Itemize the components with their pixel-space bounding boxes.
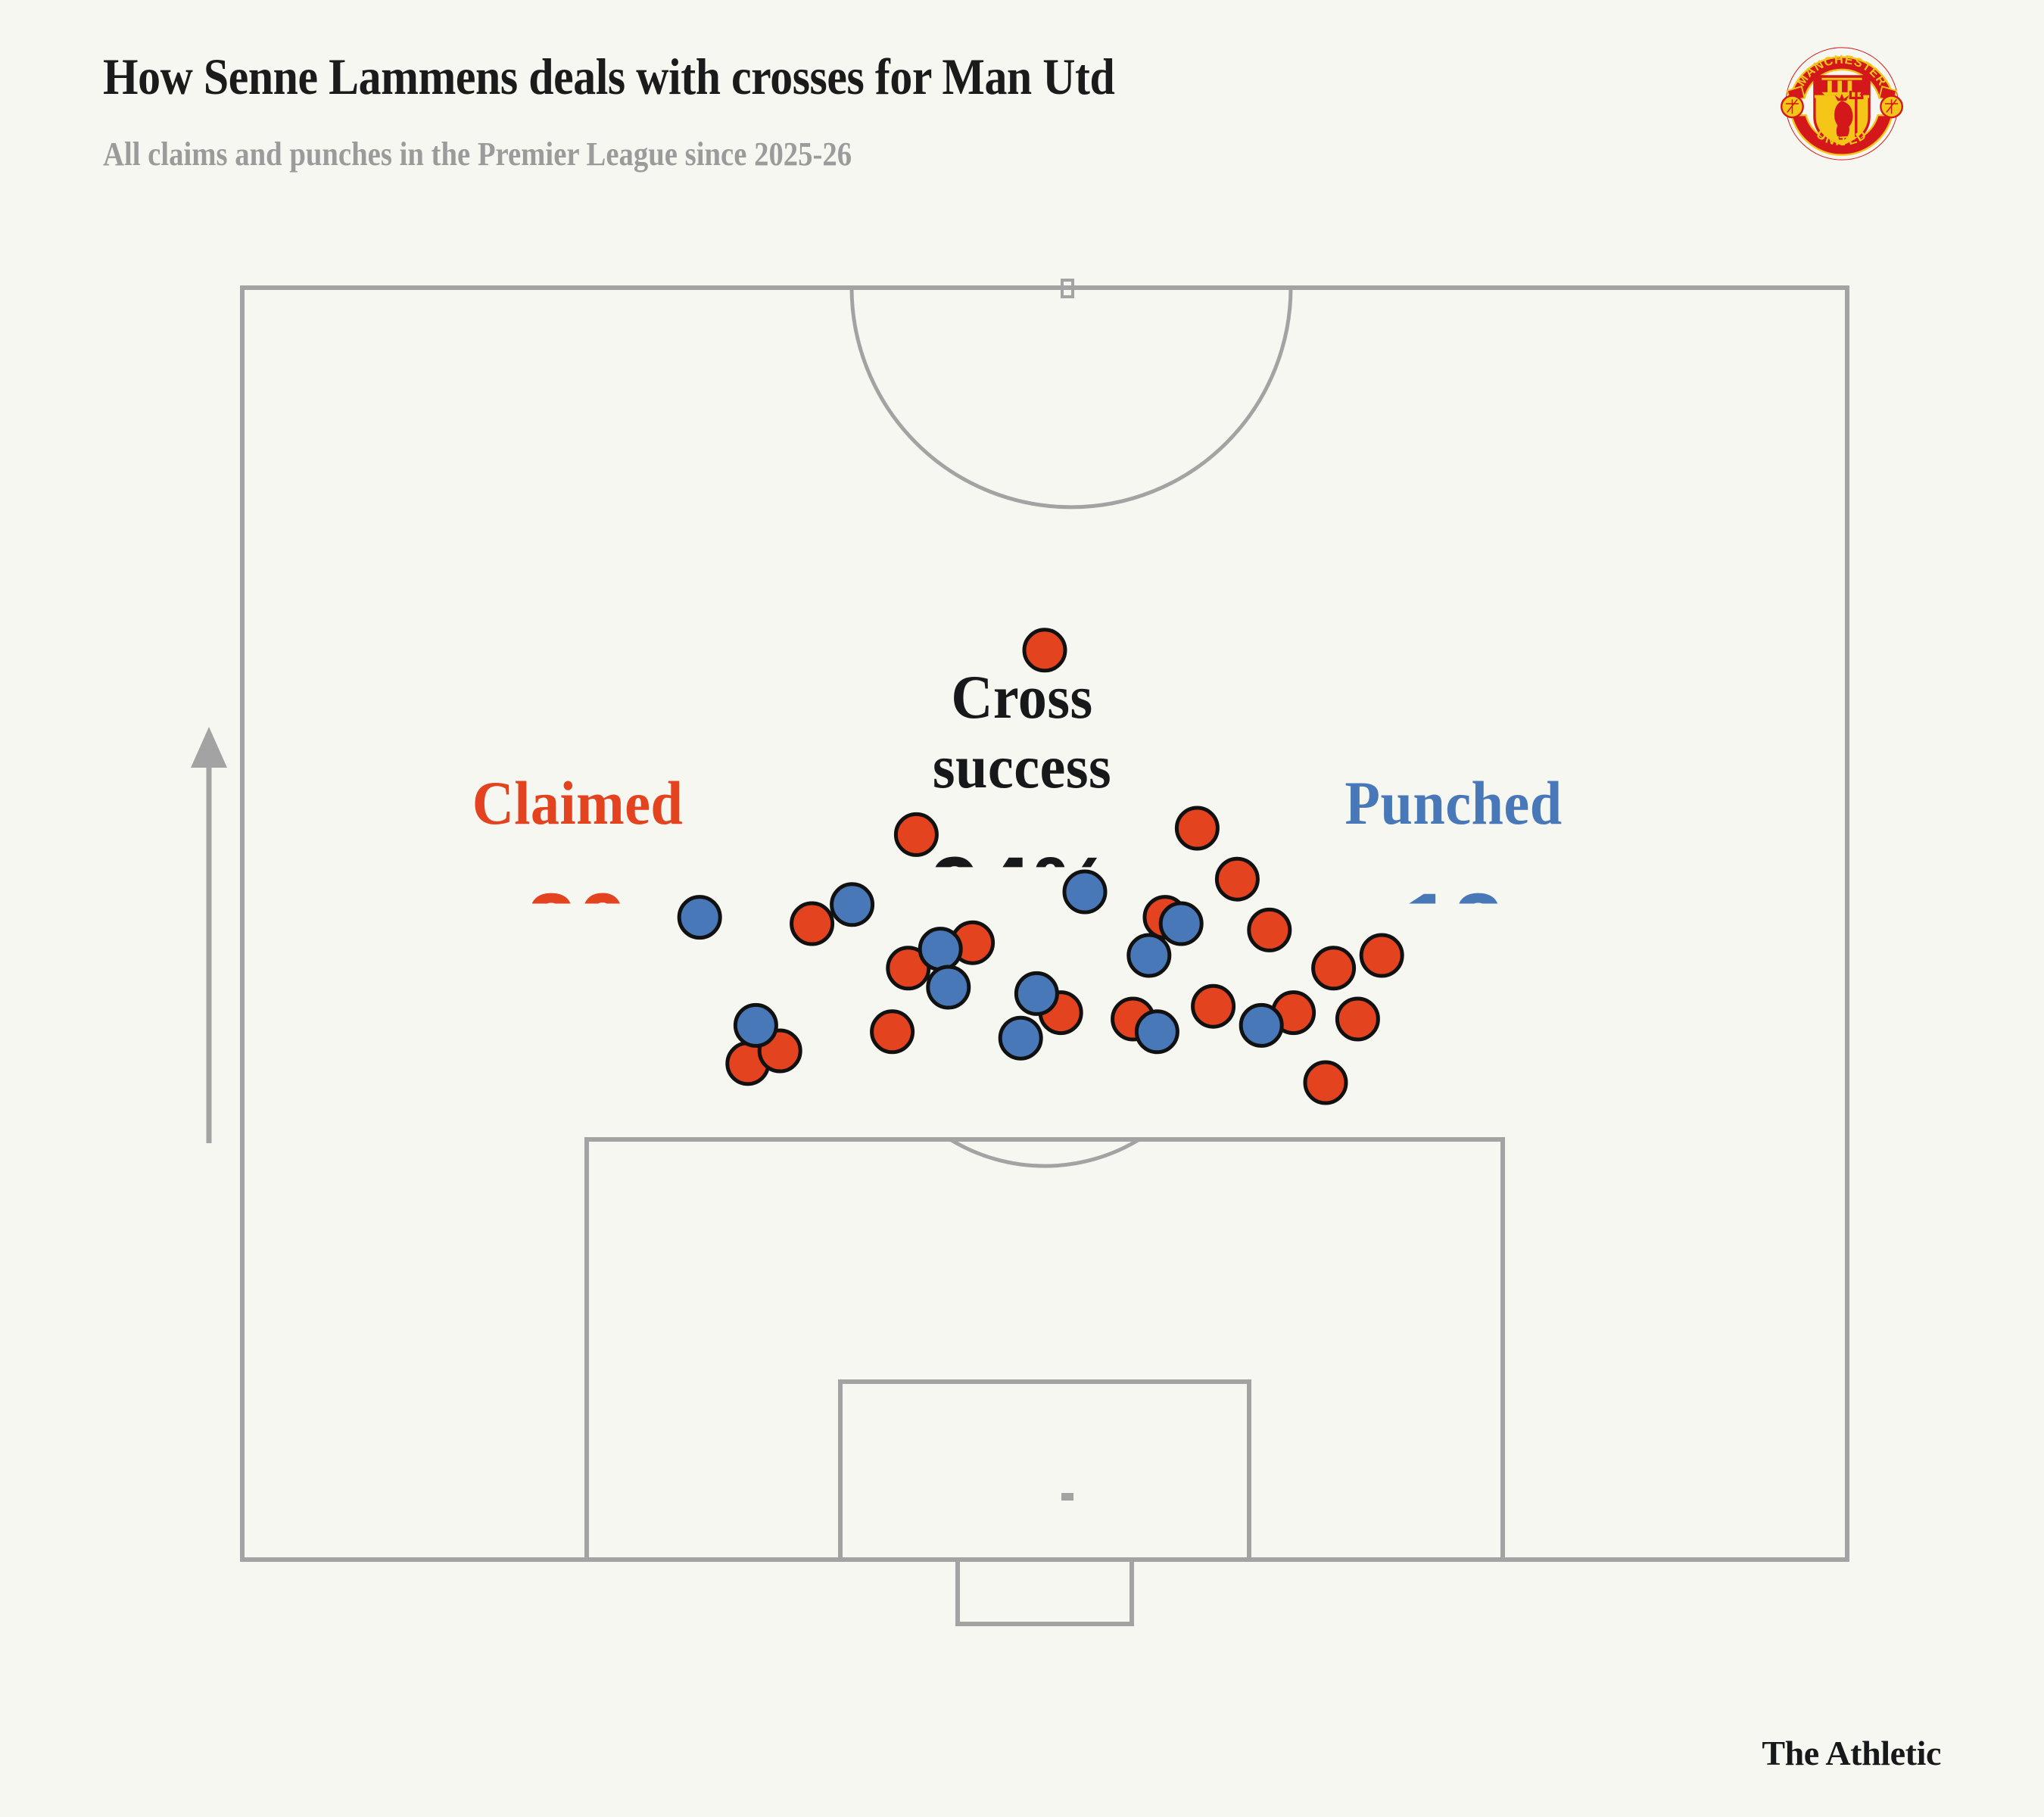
scatter-dot-punched bbox=[733, 1002, 778, 1048]
scatter-dot-claimed bbox=[870, 1009, 915, 1055]
pitch-scatter-plot bbox=[0, 227, 2044, 1666]
direction-of-play-arrow-icon bbox=[191, 727, 227, 1143]
scatter-dot-punched bbox=[677, 895, 722, 940]
scatter-dot-claimed bbox=[1174, 806, 1220, 851]
scatter-dot-punched bbox=[1126, 933, 1172, 978]
header: How Senne Lammens deals with crosses for… bbox=[0, 0, 2044, 212]
scatter-dot-punched bbox=[830, 882, 875, 927]
centre-spot bbox=[1061, 279, 1074, 298]
scatter-dot-claimed bbox=[1214, 856, 1260, 902]
scatter-dot-claimed bbox=[893, 812, 939, 857]
page-title: How Senne Lammens deals with crosses for… bbox=[103, 48, 1115, 105]
scatter-dot-claimed bbox=[1022, 628, 1067, 673]
scatter-dot-claimed bbox=[1335, 996, 1380, 1042]
scatter-dot-claimed bbox=[1311, 946, 1357, 991]
scatter-dot-punched bbox=[926, 965, 971, 1010]
scatter-dot-layer bbox=[677, 628, 1404, 1105]
scatter-dot-punched bbox=[1134, 1009, 1179, 1055]
scatter-dot-punched bbox=[1062, 869, 1108, 915]
the-athletic-logo: The Athletic bbox=[1762, 1734, 1941, 1772]
scatter-dot-claimed bbox=[886, 946, 931, 991]
page-subtitle: All claims and punches in the Premier Le… bbox=[103, 136, 852, 173]
scatter-dot-claimed bbox=[790, 901, 835, 946]
scatter-dot-punched bbox=[998, 1015, 1043, 1061]
scatter-dot-claimed bbox=[1191, 983, 1236, 1029]
manchester-united-crest-icon: MANCHESTER UNITED bbox=[1770, 32, 1914, 176]
scatter-dot-punched bbox=[1158, 901, 1204, 946]
scatter-dot-claimed bbox=[1359, 933, 1404, 978]
scatter-dot-claimed bbox=[1303, 1060, 1348, 1105]
scatter-dot-punched bbox=[918, 927, 963, 972]
scatter-dot-punched bbox=[1014, 971, 1059, 1016]
scatter-dot-punched bbox=[1239, 1002, 1284, 1048]
scatter-dot-claimed bbox=[1247, 907, 1292, 952]
penalty-spot bbox=[1061, 1493, 1073, 1501]
